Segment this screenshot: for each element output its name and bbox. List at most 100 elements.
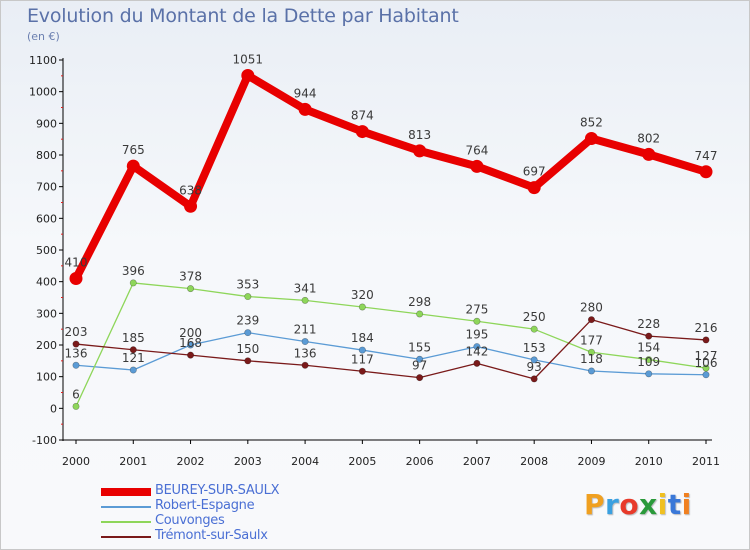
- data-label: 117: [351, 352, 374, 366]
- data-label: 127: [695, 349, 718, 363]
- data-point: [129, 366, 137, 374]
- data-point: [416, 374, 424, 382]
- data-label: 1051: [233, 53, 264, 67]
- x-tick-label: 2000: [62, 455, 90, 468]
- data-label: 109: [637, 355, 660, 369]
- data-point: [530, 375, 538, 383]
- data-point: [413, 144, 427, 158]
- data-label: 93: [527, 360, 542, 374]
- data-label: 153: [523, 341, 546, 355]
- data-point: [72, 402, 80, 410]
- data-label: 410: [65, 256, 88, 270]
- legend-swatch: [101, 536, 151, 538]
- data-label: 177: [580, 333, 603, 347]
- legend-item: Robert-Espagne: [101, 498, 341, 514]
- data-label: 150: [236, 342, 259, 356]
- data-label: 216: [695, 321, 718, 335]
- data-label: 396: [122, 264, 145, 278]
- data-point: [72, 340, 80, 348]
- legend-label: BEUREY-SUR-SAULX: [155, 483, 280, 498]
- data-label: 280: [580, 301, 603, 315]
- data-point: [129, 346, 137, 354]
- x-tick-label: 2002: [177, 455, 205, 468]
- data-point: [69, 272, 83, 285]
- series-line-1: [75, 331, 707, 376]
- data-point: [244, 329, 252, 337]
- x-tick-label: 2009: [577, 455, 605, 468]
- y-tick-label: 500: [36, 244, 57, 257]
- x-tick-label: 2001: [119, 455, 147, 468]
- series-markers: [69, 69, 713, 410]
- data-label: 765: [122, 143, 145, 157]
- data-label: 142: [465, 344, 488, 358]
- series-lines: [72, 71, 710, 408]
- x-tick-label: 2007: [463, 455, 491, 468]
- data-point: [416, 355, 424, 363]
- data-label: 747: [695, 149, 718, 163]
- x-tick-label: 2010: [635, 455, 663, 468]
- y-tick-label: 300: [36, 307, 57, 320]
- y-tick-label: 600: [36, 212, 57, 225]
- data-point: [587, 367, 595, 375]
- data-point: [702, 371, 710, 379]
- data-point: [530, 356, 538, 364]
- legend-item: Trémont-sur-Saulx: [101, 528, 341, 544]
- data-point: [587, 348, 595, 356]
- data-point: [527, 181, 541, 195]
- data-label: 813: [408, 128, 431, 142]
- data-label: 250: [523, 310, 546, 324]
- y-tick-label: 400: [36, 276, 57, 289]
- legend-label: Trémont-sur-Saulx: [155, 528, 268, 543]
- data-label: 211: [294, 323, 317, 337]
- data-label: 298: [408, 295, 431, 309]
- data-point: [358, 303, 366, 311]
- data-point: [129, 279, 137, 287]
- data-point: [241, 69, 255, 83]
- x-tick-label: 2011: [692, 455, 720, 468]
- data-label: 136: [65, 346, 88, 360]
- data-label: 185: [122, 331, 145, 345]
- data-point: [72, 361, 80, 369]
- data-point: [187, 351, 195, 359]
- data-point: [358, 367, 366, 375]
- y-tick-label: 100: [36, 371, 57, 384]
- x-tick-label: 2005: [348, 455, 376, 468]
- y-tick-label: 1100: [29, 54, 57, 67]
- y-tick-label: 900: [36, 117, 57, 130]
- data-point: [702, 364, 710, 372]
- data-point: [584, 132, 598, 146]
- data-label: 239: [236, 314, 259, 328]
- series-line-3: [75, 319, 707, 380]
- data-point: [702, 336, 710, 344]
- y-tick-label: 0: [50, 402, 57, 415]
- data-label: 154: [637, 341, 660, 355]
- data-label: 378: [179, 270, 202, 284]
- data-point: [126, 159, 140, 173]
- series-line-0: [72, 71, 710, 283]
- chart-unit-label: (en €): [27, 30, 60, 43]
- data-point: [355, 125, 369, 139]
- legend-swatch: [101, 506, 151, 508]
- data-point: [645, 332, 653, 340]
- data-label: 944: [294, 86, 317, 100]
- data-point: [358, 346, 366, 354]
- data-label: 106: [695, 356, 718, 370]
- data-point: [645, 370, 653, 378]
- data-point: [645, 356, 653, 364]
- data-label: 195: [465, 328, 488, 342]
- data-label: 874: [351, 109, 374, 123]
- data-point: [244, 357, 252, 365]
- x-tick-label: 2008: [520, 455, 548, 468]
- data-label: 136: [294, 346, 317, 360]
- data-label: 228: [637, 317, 660, 331]
- data-label: 697: [523, 165, 546, 179]
- series-line-2: [75, 282, 707, 408]
- data-label: 121: [122, 351, 145, 365]
- data-point: [473, 317, 481, 325]
- data-label: 200: [179, 326, 202, 340]
- data-point: [301, 296, 309, 304]
- chart-title: Evolution du Montant de la Dette par Hab…: [27, 5, 459, 27]
- legend-label: Couvonges: [155, 513, 225, 528]
- legend: BEUREY-SUR-SAULX Robert-Espagne Couvonges T…: [101, 483, 341, 544]
